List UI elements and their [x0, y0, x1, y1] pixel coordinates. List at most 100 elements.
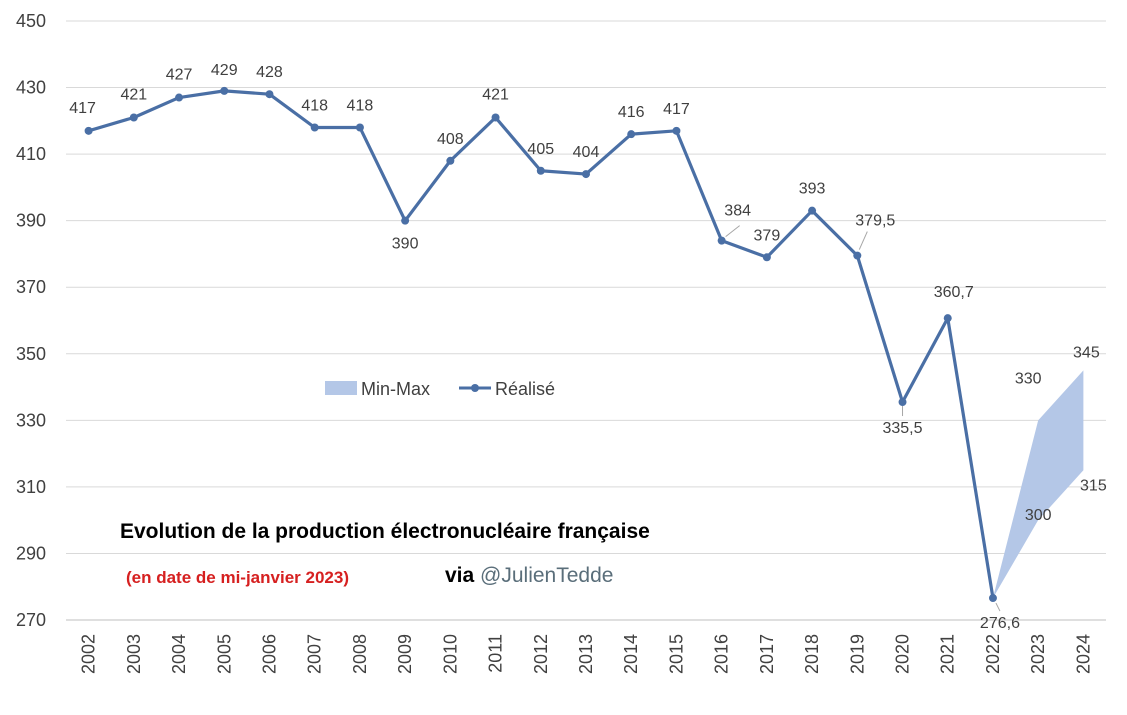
y-tick-label-370: 370 — [16, 277, 46, 297]
x-tick-label-2012: 2012 — [531, 634, 551, 674]
chart-title: Evolution de la production électronucléa… — [120, 520, 650, 543]
point-2006 — [265, 90, 274, 99]
point-2015 — [672, 126, 681, 135]
chart-subtitle: (en date de mi-janvier 2023) — [126, 568, 349, 587]
point-2009 — [401, 216, 410, 225]
data-label-2003: 421 — [120, 87, 147, 104]
x-tick-label-2011: 2011 — [486, 634, 506, 673]
data-label-2008: 418 — [347, 97, 374, 114]
point-2003 — [129, 113, 138, 122]
data-label-2011: 421 — [482, 87, 509, 104]
x-tick-label-2002: 2002 — [79, 634, 99, 674]
point-2011 — [491, 113, 500, 122]
y-tick-label-410: 410 — [16, 144, 46, 164]
data-label-2007: 418 — [301, 97, 328, 114]
credit-via: via — [445, 564, 475, 587]
point-2008 — [355, 123, 364, 132]
y-tick-label-310: 310 — [16, 477, 46, 497]
data-label-2013: 404 — [573, 144, 600, 161]
point-2005 — [220, 86, 229, 95]
point-2017 — [762, 253, 771, 262]
y-tick-label-290: 290 — [16, 543, 46, 563]
min-max-range — [992, 370, 1084, 599]
x-tick-label-2015: 2015 — [666, 634, 686, 674]
min-max-area — [992, 370, 1084, 599]
data-label-2004: 427 — [166, 67, 193, 84]
legend-min-max-label: Min-Max — [361, 379, 430, 399]
leader-2022 — [995, 602, 1001, 612]
data-label-2022: 276,6 — [980, 615, 1020, 632]
data-label-2010: 408 — [437, 131, 464, 148]
point-2020 — [898, 398, 907, 407]
x-tick-label-2013: 2013 — [576, 634, 596, 674]
x-tick-label-2008: 2008 — [350, 634, 370, 674]
range-max-label-2024: 345 — [1073, 344, 1100, 361]
data-label-2018: 393 — [799, 181, 826, 198]
x-tick-label-2021: 2021 — [938, 634, 958, 674]
point-2010 — [446, 156, 455, 165]
range-max-label-2023: 330 — [1015, 370, 1042, 387]
data-label-2005: 429 — [211, 62, 238, 79]
data-label-2014: 416 — [618, 104, 645, 121]
x-tick-label-2024: 2024 — [1073, 634, 1093, 674]
y-tick-label-330: 330 — [16, 410, 46, 430]
x-tick-label-2007: 2007 — [305, 634, 325, 674]
point-2019 — [853, 251, 862, 260]
range-min-label-2023: 300 — [1025, 507, 1052, 524]
y-tick-label-270: 270 — [16, 610, 46, 630]
x-tick-label-2018: 2018 — [802, 634, 822, 674]
legend-min-max-swatch — [325, 381, 357, 395]
data-label-2015: 417 — [663, 101, 690, 118]
x-tick-label-2023: 2023 — [1028, 634, 1048, 674]
y-tick-label-430: 430 — [16, 78, 46, 98]
legend-realise-label: Réalisé — [495, 379, 555, 399]
y-tick-label-350: 350 — [16, 344, 46, 364]
y-tick-label-450: 450 — [16, 11, 46, 31]
x-tick-label-2022: 2022 — [983, 634, 1003, 674]
data-label-2021: 360,7 — [934, 284, 974, 301]
point-2018 — [808, 206, 817, 215]
leader-2016 — [725, 225, 740, 238]
data-labels: 417 421 427 429 428 418 418 390 408 421 405 404 416 4… — [69, 62, 1107, 632]
x-tick-label-2019: 2019 — [847, 634, 867, 674]
x-axis: 2002 2003 2004 2005 2006 2007 2008 2009 2010 2011… — [66, 619, 1106, 674]
point-2014 — [627, 130, 636, 139]
legend-realise-marker — [471, 384, 479, 392]
x-tick-label-2005: 2005 — [214, 634, 234, 674]
data-label-2017: 379 — [754, 227, 781, 244]
x-tick-label-2003: 2003 — [124, 634, 144, 674]
point-2004 — [175, 93, 184, 102]
credit: via @JulienTedde — [445, 564, 613, 588]
point-2012 — [536, 166, 545, 175]
point-2021 — [943, 314, 952, 323]
x-tick-label-2016: 2016 — [712, 634, 732, 674]
y-axis: 270 290 310 330 350 370 390 410 430 450 — [16, 11, 46, 630]
credit-handle: @JulienTedde — [480, 564, 614, 587]
x-tick-label-2009: 2009 — [395, 634, 415, 674]
data-label-2020: 335,5 — [882, 420, 922, 437]
data-label-2012: 405 — [527, 141, 554, 158]
point-2007 — [310, 123, 319, 132]
point-2002 — [84, 126, 93, 135]
leader-2019 — [858, 231, 868, 250]
x-tick-label-2004: 2004 — [169, 634, 189, 674]
gridlines — [66, 20, 1106, 621]
x-tick-label-2017: 2017 — [757, 634, 777, 674]
range-min-label-2024: 315 — [1080, 477, 1107, 494]
point-2022 — [988, 594, 997, 603]
data-label-2002: 417 — [69, 100, 96, 117]
x-tick-label-2014: 2014 — [621, 634, 641, 674]
x-tick-label-2020: 2020 — [893, 634, 913, 674]
data-label-2009: 390 — [392, 236, 419, 253]
point-2013 — [582, 170, 590, 179]
legend: Min-Max Réalisé — [325, 379, 555, 399]
x-tick-label-2006: 2006 — [259, 634, 279, 674]
data-label-2006: 428 — [256, 64, 283, 81]
y-tick-label-390: 390 — [16, 211, 46, 231]
point-2016 — [717, 236, 726, 245]
data-label-2019: 379,5 — [855, 213, 895, 230]
data-label-2016: 384 — [724, 203, 751, 220]
realise-line — [84, 86, 997, 603]
x-tick-label-2010: 2010 — [440, 634, 460, 674]
